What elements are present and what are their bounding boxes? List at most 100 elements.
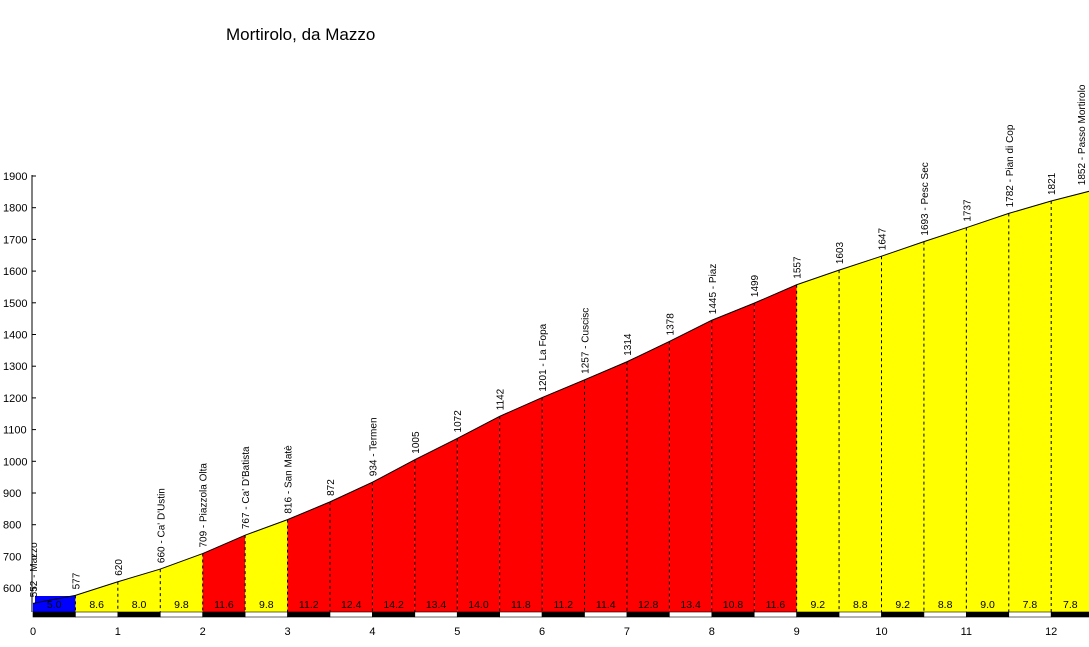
gradient-segment-15 xyxy=(626,341,670,612)
altitude-label: 934 - Termen xyxy=(368,417,379,476)
km-bar-segment xyxy=(626,611,670,618)
gradient-segment-11 xyxy=(457,416,500,612)
grade-box xyxy=(883,596,922,611)
grade-box xyxy=(1010,596,1050,611)
gradient-segment-23 xyxy=(966,213,1009,612)
gradient-segment-7 xyxy=(287,501,330,612)
grade-box xyxy=(756,596,795,611)
gradient-segment-14 xyxy=(584,361,627,612)
profile-line xyxy=(32,190,1089,604)
gradient-segments xyxy=(33,191,1089,612)
km-bar-segment xyxy=(159,611,203,618)
y-tick-label: 1200 xyxy=(3,393,27,405)
x-tick-label: 2 xyxy=(200,626,206,638)
altitude-label: 709 - Piazzola Olta xyxy=(199,463,210,548)
gradient-segment-17 xyxy=(711,303,755,612)
km-bar-segment xyxy=(966,611,1010,618)
km-bar-segment xyxy=(1008,611,1052,618)
grade-box xyxy=(798,596,838,611)
grade-box xyxy=(544,596,583,611)
grade-label: 11.2 xyxy=(299,599,319,611)
x-tick-label: 0 xyxy=(30,626,36,638)
y-tick-label: 800 xyxy=(3,520,21,532)
altitude-labels: 552 - Mazzo 577 620 660 - Ca' D'Ustin 709 - … xyxy=(29,84,1088,597)
gradient-label-boxes: 5.0 8.6 8.0 9.8 11.6 9.8 11.2 12.4 14.2 13.4 14.0 1… xyxy=(35,596,1088,611)
x-tick-label: 9 xyxy=(794,626,800,638)
grade-label: 8.8 xyxy=(938,599,953,611)
altitude-label: 1378 xyxy=(665,313,676,336)
altitude-label: 1072 xyxy=(453,410,464,433)
grade-box xyxy=(35,596,74,611)
grade-label: 12.4 xyxy=(341,599,362,611)
grade-label: 5.0 xyxy=(47,599,62,611)
grade-box xyxy=(628,596,668,611)
km-bar-segment xyxy=(117,611,161,618)
grade-box xyxy=(968,596,1007,611)
grade-label: 11.6 xyxy=(214,599,234,611)
grade-label: 14.2 xyxy=(383,599,404,611)
grade-box xyxy=(841,596,880,611)
altitude-label: 1257 - Cuscisc xyxy=(581,308,592,374)
altitude-label: 1201 - La Fopa xyxy=(538,323,549,391)
km-bar-segment xyxy=(202,611,246,618)
y-tick-label: 1900 xyxy=(3,171,27,183)
x-tick-label: 7 xyxy=(624,626,630,638)
y-tick-label: 1000 xyxy=(3,456,27,468)
km-bar-segment xyxy=(584,611,628,618)
x-tick-label: 4 xyxy=(369,626,375,638)
grade-label: 13.4 xyxy=(680,599,701,611)
km-bar-segment xyxy=(456,611,500,618)
km-bar-segment xyxy=(881,611,925,618)
gradient-segment-16 xyxy=(669,320,712,612)
km-bar-segment xyxy=(32,611,76,618)
y-tick-label: 1800 xyxy=(3,203,27,215)
x-tick-label: 11 xyxy=(961,626,972,638)
y-tick-label: 1700 xyxy=(3,234,27,246)
grade-box xyxy=(1053,596,1088,611)
gradient-segment-9 xyxy=(372,459,415,612)
km-bar-segment xyxy=(669,611,713,618)
y-tick-label: 600 xyxy=(3,583,21,595)
grade-box xyxy=(289,596,328,611)
grade-label: 9.8 xyxy=(174,599,189,611)
km-bar-segment xyxy=(75,611,119,618)
gradient-segment-5 xyxy=(202,535,246,612)
grade-box xyxy=(204,596,244,611)
grade-label: 9.2 xyxy=(895,599,910,611)
km-bar-segment xyxy=(923,611,967,618)
altitude-label: 1142 xyxy=(496,388,507,410)
altitude-label: 1499 xyxy=(750,274,761,297)
x-tick-label: 10 xyxy=(875,626,887,638)
altitude-label: 1693 - Pesc Sec xyxy=(920,162,931,235)
km-bar-segment xyxy=(372,611,416,618)
km-bar-segment xyxy=(711,611,755,618)
altitude-label: 552 - Mazzo xyxy=(29,542,40,597)
altitude-label: 1603 xyxy=(835,241,846,264)
grade-label: 11.6 xyxy=(766,599,786,611)
grade-label: 9.2 xyxy=(811,599,826,611)
grade-label: 12.8 xyxy=(638,599,659,611)
km-bar-segment xyxy=(287,611,331,618)
x-tick-label: 1 xyxy=(115,626,121,638)
x-tick-label: 12 xyxy=(1045,626,1057,638)
altitude-label: 660 - Ca' D'Ustin xyxy=(156,488,167,563)
chart-title: Mortirolo, da Mazzo xyxy=(226,25,375,44)
x-tick-label: 5 xyxy=(454,626,460,638)
altitude-label: 1005 xyxy=(411,431,422,454)
grade-box xyxy=(119,596,159,611)
grade-box xyxy=(586,596,625,611)
altitude-label: 577 xyxy=(71,572,82,589)
y-tick-label: 1600 xyxy=(3,266,27,278)
grade-box xyxy=(162,596,201,611)
gradient-segment-8 xyxy=(329,482,373,612)
y-tick-label: 1100 xyxy=(3,425,27,437)
grade-label: 7.8 xyxy=(1063,599,1078,611)
grade-label: 8.6 xyxy=(89,599,104,611)
grade-box xyxy=(374,596,413,611)
y-tick-label: 900 xyxy=(3,488,21,500)
x-tick-label: 8 xyxy=(709,626,715,638)
y-tick-label: 700 xyxy=(3,551,21,563)
gradient-segment-18 xyxy=(754,284,797,612)
grade-box xyxy=(416,596,456,611)
